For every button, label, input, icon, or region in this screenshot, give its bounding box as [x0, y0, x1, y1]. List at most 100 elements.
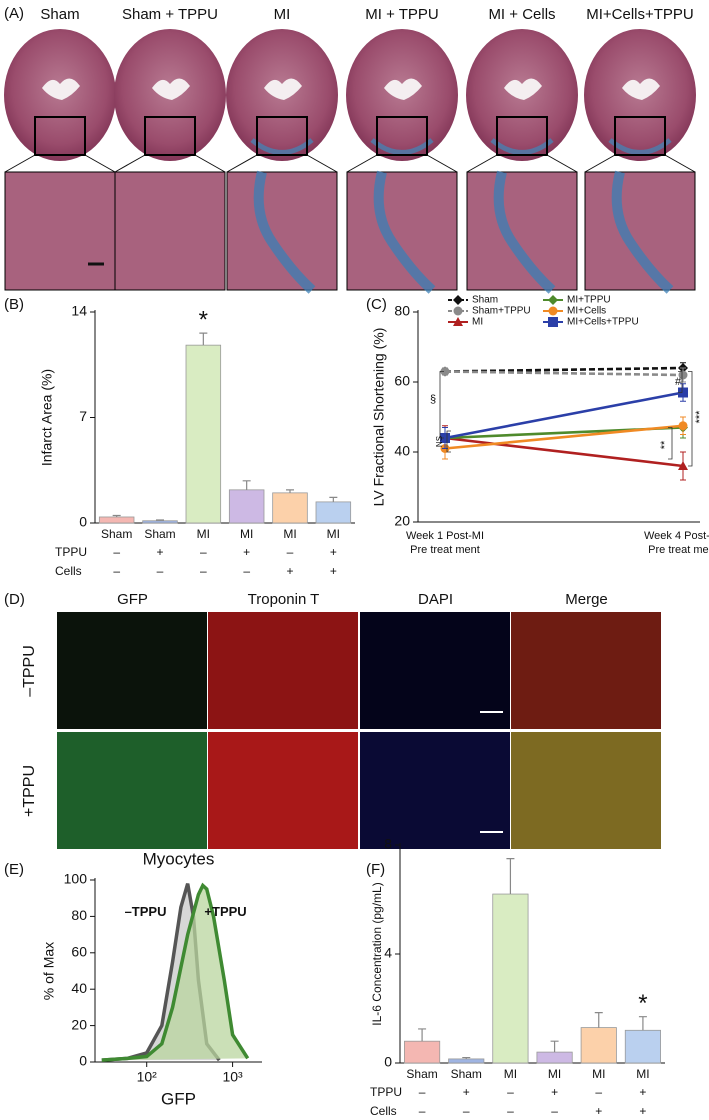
bar — [228, 489, 265, 524]
row-value: – — [507, 1104, 514, 1118]
micrograph — [511, 732, 661, 849]
error-bar — [242, 480, 251, 490]
y-axis-label: LV Fractional Shortening (%) — [371, 328, 387, 507]
zoom-box — [614, 116, 666, 156]
column-label: MI + Cells — [488, 6, 555, 23]
bracket — [688, 371, 693, 467]
error-bar — [286, 489, 294, 493]
point — [678, 370, 688, 380]
row-label: TPPU — [370, 1085, 402, 1099]
y-tick-label: 20 — [394, 513, 410, 529]
y-tick-label: 100 — [64, 871, 88, 887]
heart-cavity — [264, 78, 302, 100]
zoom-line — [466, 154, 498, 173]
legend-marker — [548, 295, 558, 305]
row-value: – — [507, 1085, 514, 1099]
row-value: – — [419, 1085, 426, 1099]
zoom-image — [114, 171, 226, 291]
y-tick-label: 14 — [71, 303, 87, 319]
row-value: – — [243, 564, 250, 578]
x-tick-label: MI — [240, 527, 253, 541]
error-bar — [418, 1028, 427, 1042]
significance: NS — [435, 436, 444, 447]
bar — [404, 1040, 441, 1064]
bar — [315, 501, 352, 524]
row-value: + — [330, 564, 337, 578]
panel-label: (D) — [4, 591, 25, 608]
legend-marker — [548, 306, 558, 316]
bar — [624, 1029, 661, 1064]
y-tick-label: 20 — [71, 1016, 87, 1032]
error-bar — [638, 1016, 647, 1031]
row-value: – — [595, 1085, 602, 1099]
row-value: – — [200, 545, 207, 559]
row-value: – — [287, 545, 294, 559]
y-tick-label: 80 — [394, 303, 410, 319]
legend-marker — [453, 306, 463, 316]
x-tick-label: MI — [636, 1067, 649, 1081]
row-value: – — [157, 564, 164, 578]
panel-label: (C) — [366, 296, 387, 313]
significance: § — [430, 393, 436, 405]
heart-cavity — [42, 78, 80, 100]
series-line — [444, 424, 684, 450]
zoom-image — [4, 171, 116, 291]
series-line — [444, 436, 684, 468]
bar — [185, 344, 222, 524]
bar — [492, 893, 529, 1064]
series-label: +TPPU — [204, 904, 246, 919]
zoom-image — [226, 171, 338, 291]
x-tick-label: 10³ — [222, 1069, 243, 1085]
row-value: + — [463, 1085, 470, 1099]
row-label: +TPPU — [21, 765, 38, 817]
zoom-scar — [493, 170, 556, 294]
zoom-line — [4, 154, 36, 173]
x-tick-label: MI — [283, 527, 296, 541]
bar — [98, 516, 135, 524]
row-value: + — [156, 545, 163, 559]
zoom-line — [546, 154, 578, 173]
row-value: + — [330, 545, 337, 559]
zoom-box — [256, 116, 308, 156]
x-tick-label: Week 1 Post-MI — [406, 530, 484, 542]
panel-label: (E) — [4, 861, 24, 878]
y-axis-label: Infarct Area (%) — [39, 369, 55, 466]
row-value: – — [113, 564, 120, 578]
error-bar — [550, 1040, 559, 1053]
row-label: Cells — [370, 1104, 397, 1118]
legend-marker — [453, 317, 463, 326]
zoom-line — [84, 154, 116, 173]
significance: *** — [694, 410, 706, 424]
zoom-scar — [611, 170, 674, 294]
significance: * — [638, 990, 647, 1017]
zoom-line — [306, 154, 338, 173]
error-bar — [329, 496, 338, 502]
legend-label: MI+Cells — [567, 306, 606, 317]
chart-title: Myocytes — [143, 849, 215, 868]
x-tick-sublabel: Pre treat ment — [410, 544, 480, 556]
y-tick-label: 0 — [384, 1054, 392, 1070]
y-tick-label: 7 — [79, 408, 87, 424]
row-value: + — [595, 1104, 602, 1118]
y-tick-label: 60 — [394, 373, 410, 389]
panel-label: (B) — [4, 296, 24, 313]
zoom-line — [346, 154, 378, 173]
y-tick-label: 4 — [384, 945, 392, 961]
error-bar — [199, 332, 208, 346]
y-tick-label: 0 — [79, 1053, 87, 1069]
series-line — [444, 370, 684, 377]
panel-label: (F) — [366, 861, 385, 878]
y-tick-label: 80 — [71, 907, 87, 923]
row-value: + — [286, 564, 293, 578]
panel-label: (A) — [4, 5, 24, 22]
bar — [448, 1058, 485, 1064]
column-label: Troponin T — [248, 591, 320, 608]
column-label: GFP — [117, 591, 148, 608]
bracket — [439, 371, 444, 439]
zoom-line — [226, 154, 258, 173]
micrograph — [511, 612, 661, 729]
y-tick-label: 60 — [71, 944, 87, 960]
row-value: – — [113, 545, 120, 559]
x-tick-label: MI — [504, 1067, 517, 1081]
